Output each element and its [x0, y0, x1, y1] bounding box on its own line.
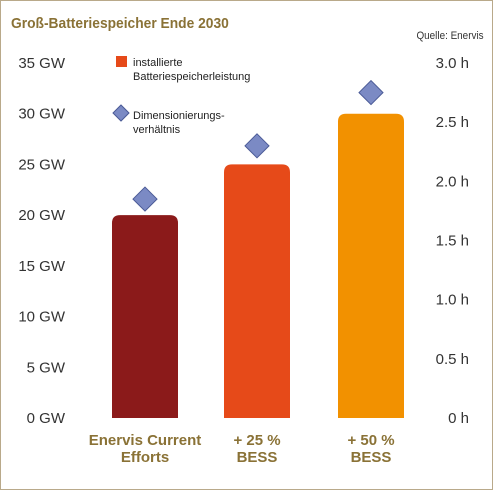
legend-label: installierte — [133, 57, 183, 69]
category-label: + 25 % — [233, 432, 280, 449]
right-axis-tick-label: 1.0 h — [436, 292, 469, 309]
right-axis-tick-label: 2.5 h — [436, 114, 469, 131]
legend-label: Batteriespeicherleistung — [133, 71, 250, 83]
legend-label: Dimensionierungs- — [133, 110, 225, 122]
left-axis-tick-label: 10 GW — [18, 309, 66, 326]
left-axis-tick-label: 35 GW — [18, 55, 66, 72]
bar — [338, 113, 404, 418]
category-label: + 50 % — [347, 432, 394, 449]
right-axis-tick-label: 0 h — [448, 410, 469, 427]
category-label: BESS — [237, 449, 278, 466]
chart-source: Quelle: Enervis — [416, 30, 484, 42]
left-axis-tick-label: 0 GW — [27, 410, 66, 427]
bar — [112, 215, 178, 418]
ratio-diamond-point — [358, 79, 384, 106]
right-axis-tick-label: 3.0 h — [436, 55, 469, 72]
ratio-diamond-point — [244, 133, 270, 159]
right-axis-tick-label: 2.0 h — [436, 173, 469, 190]
ratio-diamond-point — [132, 186, 158, 212]
legend-label: verhältnis — [133, 124, 181, 136]
category-label: Enervis Current — [89, 432, 202, 449]
right-axis-tick-label: 0.5 h — [436, 351, 469, 368]
left-axis-tick-label: 20 GW — [18, 207, 66, 224]
chart-title: Groß-Batteriespeicher Ende 2030 — [11, 15, 229, 32]
legend-square-icon — [116, 56, 127, 67]
legend-diamond-icon — [112, 104, 130, 122]
left-axis-tick-label: 30 GW — [18, 106, 66, 123]
left-axis-tick-label: 15 GW — [18, 258, 66, 275]
bar — [224, 164, 290, 418]
category-label: Efforts — [121, 449, 169, 466]
left-axis-tick-label: 25 GW — [18, 156, 66, 173]
left-axis-tick-label: 5 GW — [27, 359, 66, 376]
right-axis-tick-label: 1.5 h — [436, 233, 469, 250]
category-label: BESS — [351, 449, 392, 466]
